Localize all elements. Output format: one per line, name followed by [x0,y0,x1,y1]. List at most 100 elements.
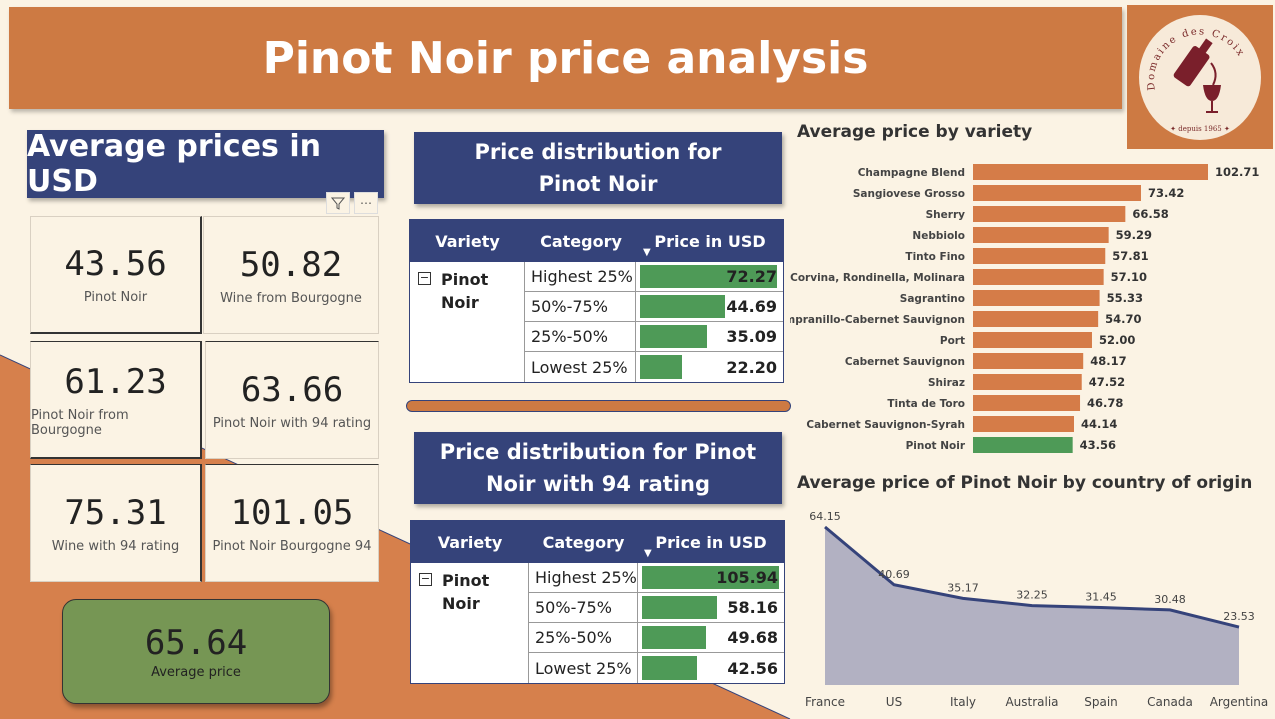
distribution-94-heading-text: Price distribution for Pinot Noir with 9… [439,440,757,496]
card-pinot-noir-bourgogne-94: 101.05 Pinot Noir Bourgogne 94 [205,464,379,582]
card-label: Wine from Bourgogne [220,290,362,306]
filter-button[interactable] [326,192,350,214]
more-options-icon: ⋯ [360,196,372,210]
price-cell: 72.27 [726,267,777,286]
variety-name: Pinot Noir [441,270,489,312]
variety-bar[interactable] [973,269,1104,285]
variety-bar[interactable] [973,248,1106,264]
distribution-94-table: Variety Category Price in USD ▼ − Pinot … [410,520,785,684]
column-header-variety[interactable]: Variety [437,532,503,552]
bar-value-label: 48.17 [1090,354,1126,368]
bar-category-label: Cabernet Sauvignon [845,356,965,368]
bar-category-label: Port [940,335,965,347]
category-cell: Lowest 25% [525,352,636,382]
variety-bar[interactable] [973,353,1084,369]
column-header-category[interactable]: Category [540,231,622,251]
variety-bar[interactable] [973,227,1109,243]
average-prices-heading-text: Average prices in USD [27,129,321,199]
card-pinot-noir-94: 63.66 Pinot Noir with 94 rating [205,341,379,459]
bar-value-label: 46.78 [1087,396,1123,410]
category-cell: Lowest 25% [529,653,638,683]
bar-category-label: Tempranillo-Cabernet Sauvignon [790,314,965,326]
bar-category-label: Cabernet Sauvignon-Syrah [806,419,965,431]
overall-average-card: 65.64 Average price [62,599,330,704]
price-bar [642,656,697,680]
table-row: 25%-50% 35.09 [525,322,783,352]
card-wine-bourgogne: 50.82 Wine from Bourgogne [203,216,379,334]
sort-desc-icon: ▼ [643,247,651,258]
category-cell: 50%-75% [525,292,636,321]
x-axis-label: Spain [1084,695,1118,709]
category-cell: 25%-50% [525,322,636,351]
variety-bar[interactable] [973,311,1099,327]
bar-category-label: Pinot Noir [906,440,966,452]
table-row: 50%-75% 58.16 [529,593,784,623]
x-axis-label: US [886,695,902,709]
price-bar [640,355,682,379]
card-value: 75.31 [64,492,167,533]
card-value: 50.82 [239,244,343,285]
category-cell: Highest 25% [529,563,638,592]
bar-value-label: 47.52 [1089,375,1125,389]
bar-value-label: 55.33 [1107,291,1143,305]
area-value-label: 31.45 [1085,591,1117,604]
variety-bar[interactable] [973,437,1073,453]
bar-value-label: 73.42 [1148,186,1184,200]
card-label: Pinot Noir Bourgogne 94 [212,538,372,554]
price-cell: 58.16 [727,598,778,617]
price-cell: 105.94 [716,568,778,587]
column-header-variety[interactable]: Variety [435,231,500,251]
variety-chart-title: Average price by variety [797,122,1033,142]
column-header-price[interactable]: Price in USD ▼ [638,521,784,563]
variety-bar[interactable] [973,206,1126,222]
bar-value-label: 57.10 [1111,270,1147,284]
country-area-chart: 64.15 France 40.69 US 35.17 Italy 32.25 Austral… [805,510,1269,709]
card-value: 61.23 [64,361,167,402]
price-cell: 22.20 [726,357,777,377]
card-label: Pinot Noir from Bourgogne [31,407,129,438]
collapse-minus-icon[interactable]: − [418,271,431,285]
variety-bar[interactable] [973,416,1074,432]
x-axis-label: Australia [1005,695,1058,709]
area-value-label: 64.15 [809,510,841,523]
bar-value-label: 57.81 [1112,249,1148,263]
sort-desc-icon: ▼ [644,548,652,559]
variety-bar[interactable] [973,395,1081,411]
variety-bar[interactable] [973,332,1092,348]
card-value: 101.05 [230,492,354,533]
distribution-heading-text: Price distribution for Pinot Noir [474,140,722,196]
area-value-label: 30.48 [1154,593,1186,606]
area-line [824,525,1240,629]
bar-category-label: Sherry [926,209,966,221]
table-row: 50%-75% 44.69 [525,292,783,322]
column-header-category[interactable]: Category [542,532,625,552]
section-divider [406,400,791,412]
bar-category-label: Shiraz [928,377,965,389]
price-cell: 44.69 [726,297,777,316]
bar-category-label: Tinto Fino [905,251,965,263]
column-header-price[interactable]: Price in USD ▼ [637,220,783,262]
bar-value-label: 59.29 [1116,228,1152,242]
collapse-minus-icon[interactable]: − [419,572,432,586]
variety-bar[interactable] [973,374,1082,390]
card-pinot-noir-bourgogne: 61.23 Pinot Noir from Bourgogne [30,341,202,459]
card-value: 63.66 [240,369,344,410]
variety-bar[interactable] [973,290,1100,306]
price-bar [640,265,777,288]
variety-bar[interactable] [973,164,1208,180]
table-row: 25%-50% 49.68 [529,623,784,653]
distribution-table: Variety Category Price in USD ▼ − Pinot … [409,219,784,383]
price-cell: 42.56 [727,658,778,678]
variety-bar[interactable] [973,185,1141,201]
more-options-button[interactable]: ⋯ [354,192,378,214]
logo-subtext: ✦ depuis 1965 ✦ [1170,125,1230,133]
table-row: Highest 25% 105.94 [529,563,784,593]
bar-value-label: 54.70 [1105,312,1141,326]
card-value: 43.56 [64,244,167,284]
bar-category-label: Corvina, Rondinella, Molinara [790,272,965,284]
bar-category-label: Nebbiolo [912,230,965,242]
page-title: Pinot Noir price analysis [262,32,869,84]
country-chart-title: Average price of Pinot Noir by country o… [797,473,1253,493]
bar-value-label: 66.58 [1132,207,1168,221]
x-axis-label: Argentina [1210,695,1269,709]
